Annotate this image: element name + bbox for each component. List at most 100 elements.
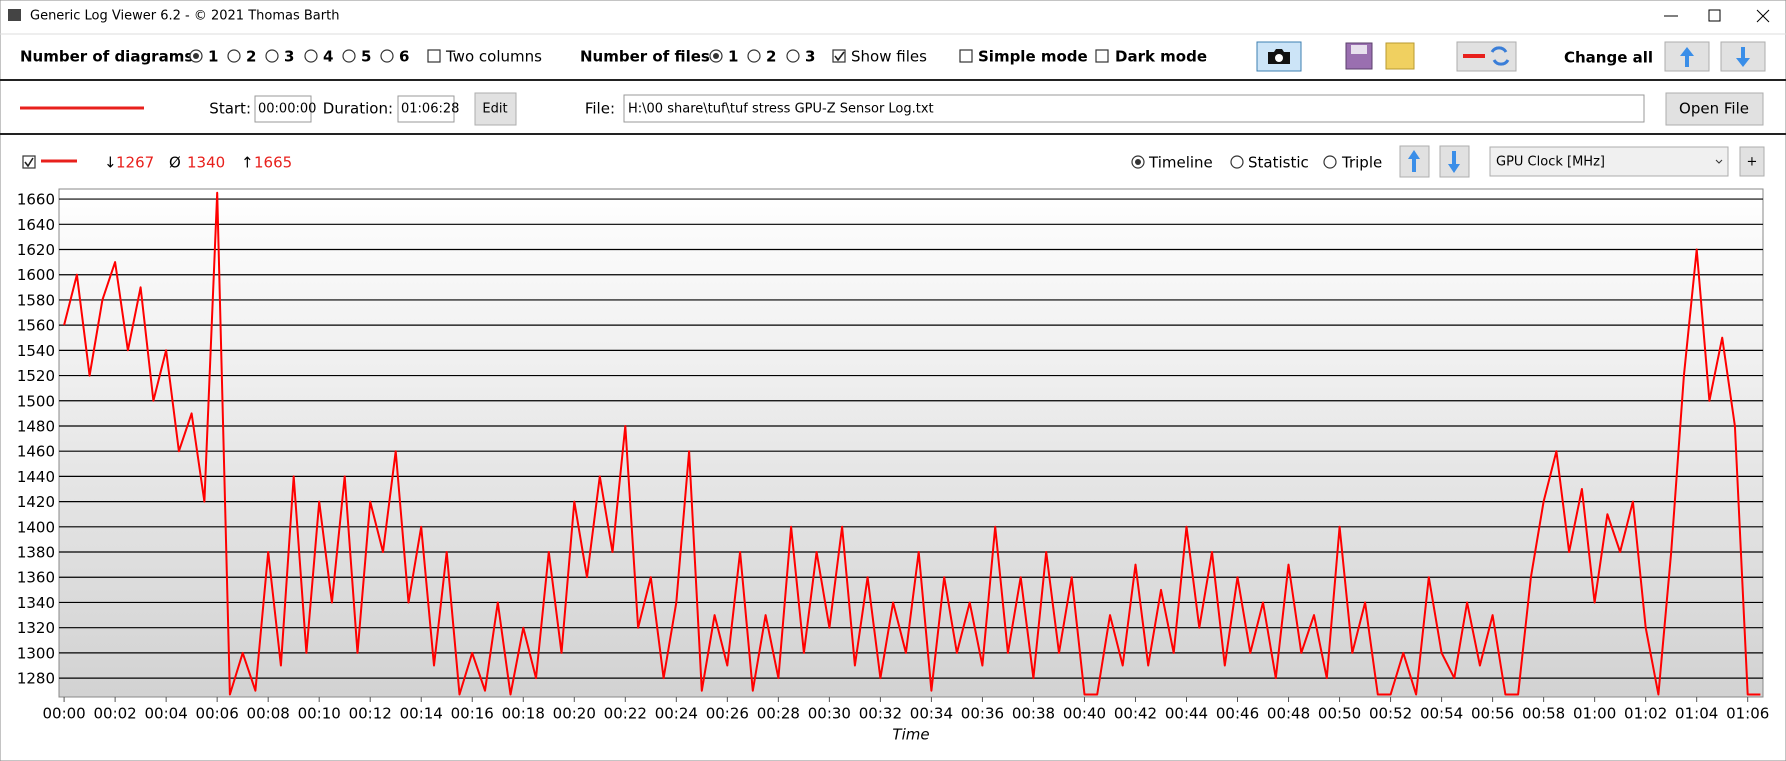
x-tick-label: 00:24	[655, 705, 698, 723]
y-tick-label: 1420	[17, 493, 55, 511]
radio-dot	[193, 53, 199, 59]
y-tick-label: 1540	[17, 342, 55, 360]
x-tick-label: 00:22	[604, 705, 647, 723]
check-mark	[834, 51, 845, 62]
refresh-icon	[1490, 46, 1510, 66]
y-tick-label: 1460	[17, 443, 55, 461]
plot-area	[58, 188, 1764, 698]
open-file-button[interactable]	[1665, 92, 1764, 126]
dark-mode-label: Dark mode	[1115, 48, 1207, 66]
y-tick-label: 1660	[17, 191, 55, 209]
save-icon	[1351, 45, 1367, 54]
arrow-up-icon	[1408, 150, 1420, 172]
x-tick-label: 00:46	[1216, 705, 1259, 723]
option: 2	[766, 48, 776, 66]
radio[interactable]	[1323, 155, 1337, 169]
radio[interactable]	[227, 49, 241, 63]
x-tick-label: 00:32	[859, 705, 902, 723]
series-line	[63, 191, 1761, 696]
x-tick-label: 00:42	[1114, 705, 1157, 723]
file-label: File:	[585, 100, 615, 118]
radio[interactable]	[304, 49, 318, 63]
x-tick-label: 01:00	[1573, 705, 1616, 723]
x-tick-label: 00:30	[808, 705, 851, 723]
checkbox[interactable]	[22, 155, 36, 169]
arrow-up-icon	[1680, 47, 1694, 67]
y-tick-label: 1280	[17, 670, 55, 688]
min-value: 1267	[116, 154, 154, 172]
avg-value: 1340	[187, 154, 225, 172]
x-tick-label: 00:58	[1522, 705, 1565, 723]
open-folder-button[interactable]	[1385, 42, 1415, 70]
checkbox[interactable]	[427, 49, 441, 63]
y-tick-label: 1480	[17, 417, 55, 435]
start-label: Start:	[209, 100, 251, 118]
option: 1	[208, 48, 218, 66]
open-file-label: Open File	[1679, 100, 1749, 118]
duration-label: Duration:	[323, 100, 393, 118]
y-tick-label: 1340	[17, 594, 55, 612]
view-mode: Triple	[1341, 154, 1382, 172]
add-diagram-button[interactable]	[1739, 146, 1765, 177]
y-tick-label: 1360	[17, 569, 55, 587]
checkbox[interactable]	[959, 49, 973, 63]
file-path: H:\00 share\tuf\tuf stress GPU-Z Sensor …	[628, 102, 934, 117]
dropdown-arrow	[1715, 159, 1723, 164]
checkbox[interactable]	[832, 49, 846, 63]
option: 3	[284, 48, 294, 66]
option: 1	[728, 48, 738, 66]
y-tick-label: 1380	[17, 544, 55, 562]
radio[interactable]	[342, 49, 356, 63]
channel-name: GPU Clock [MHz]	[1496, 155, 1605, 170]
close-button[interactable]	[1756, 9, 1770, 23]
arrow-down-icon	[1448, 151, 1460, 173]
change-all-label: Change all	[1564, 49, 1653, 67]
view-mode: Statistic	[1248, 154, 1309, 172]
radio[interactable]	[1230, 155, 1244, 169]
y-tick-label: 1640	[17, 216, 55, 234]
x-tick-label: 00:52	[1369, 705, 1412, 723]
x-tick-label: 00:26	[706, 705, 749, 723]
option: 3	[805, 48, 815, 66]
start-input[interactable]	[254, 95, 312, 123]
x-tick-label: 00:34	[910, 705, 953, 723]
avg-symbol: Ø	[169, 154, 181, 172]
radio-dot	[1135, 159, 1141, 165]
max-value: 1665	[254, 154, 292, 172]
checkbox[interactable]	[1095, 49, 1109, 63]
x-tick-label: 00:36	[961, 705, 1004, 723]
duration-input[interactable]	[397, 95, 455, 123]
radio-dot	[713, 53, 719, 59]
channel-dropdown[interactable]	[1489, 146, 1729, 177]
x-tick-label: 00:18	[502, 705, 545, 723]
x-tick-label: 01:04	[1675, 705, 1718, 723]
x-tick-label: 00:10	[298, 705, 341, 723]
radio[interactable]	[380, 49, 394, 63]
max-symbol: ↑	[241, 154, 254, 172]
x-tick-label: 00:02	[94, 705, 137, 723]
file-input[interactable]	[623, 94, 1645, 123]
radio[interactable]	[265, 49, 279, 63]
min-symbol: ↓	[104, 154, 117, 172]
y-tick-label: 1560	[17, 317, 55, 335]
x-tick-label: 00:00	[42, 705, 85, 723]
y-tick-label: 1600	[17, 266, 55, 284]
maximize-button[interactable]	[1708, 9, 1721, 22]
x-tick-label: 00:06	[196, 705, 239, 723]
camera-lens	[1275, 54, 1283, 62]
x-tick-label: 00:38	[1012, 705, 1055, 723]
x-tick-label: 00:12	[349, 705, 392, 723]
radio[interactable]	[747, 49, 761, 63]
simple-mode-label: Simple mode	[978, 48, 1088, 66]
y-tick-label: 1320	[17, 619, 55, 637]
x-tick-label: 00:50	[1318, 705, 1361, 723]
x-tick-label: 00:08	[247, 705, 290, 723]
edit-button[interactable]	[474, 92, 517, 126]
x-tick-label: 01:06	[1726, 705, 1769, 723]
radio[interactable]	[786, 49, 800, 63]
window-title: Generic Log Viewer 6.2 - © 2021 Thomas B…	[30, 9, 339, 24]
y-tick-label: 1620	[17, 241, 55, 259]
two-columns-label: Two columns	[445, 48, 542, 66]
option: 4	[323, 48, 333, 66]
